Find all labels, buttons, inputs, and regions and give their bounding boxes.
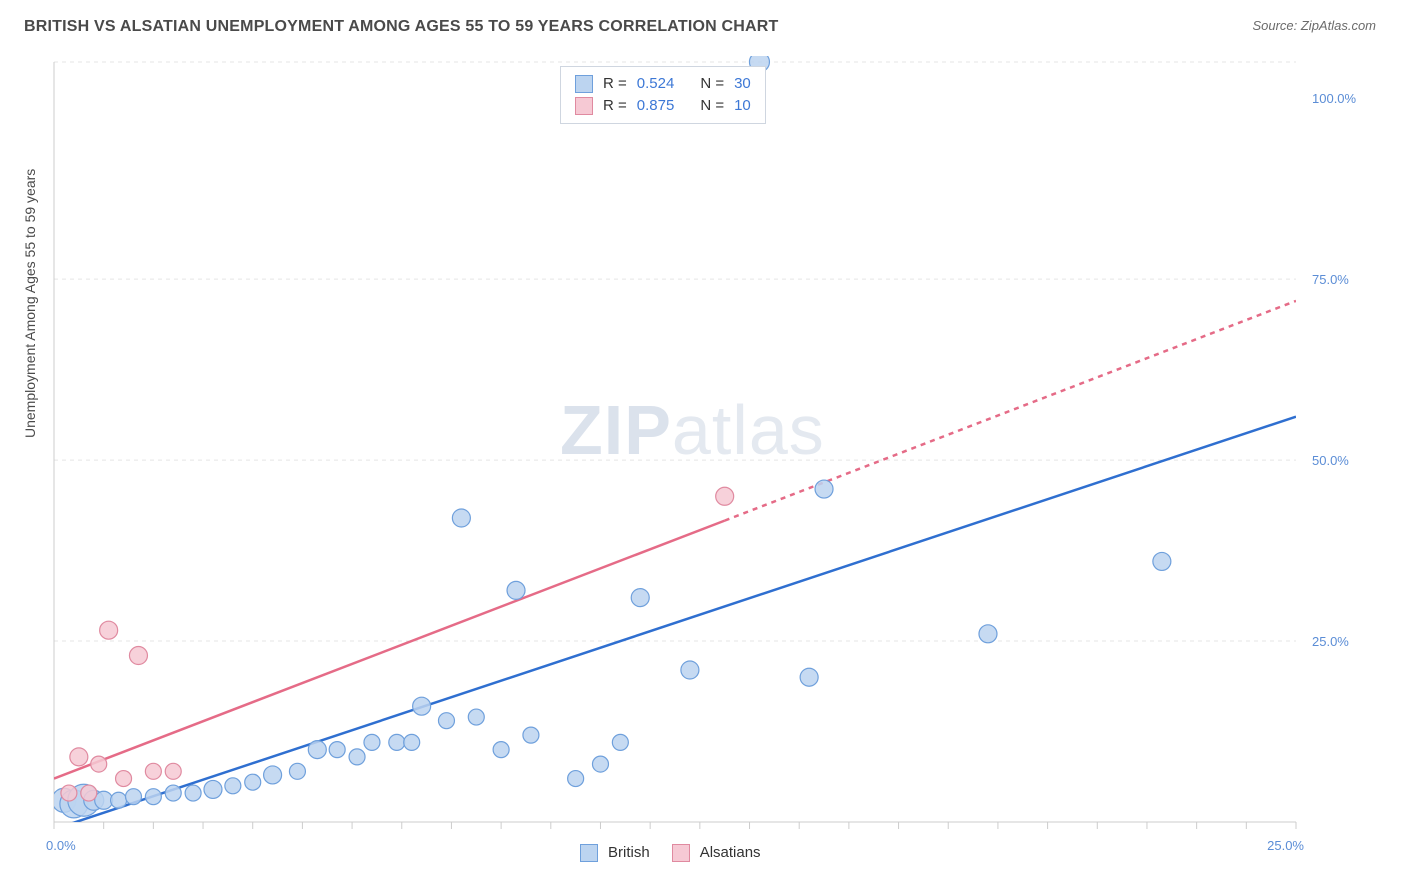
x-tick-label: 25.0% xyxy=(1267,838,1304,853)
data-point xyxy=(716,487,734,505)
n-value: 10 xyxy=(734,95,751,117)
data-point xyxy=(389,734,405,750)
data-point xyxy=(438,713,454,729)
data-point xyxy=(61,785,77,801)
r-value: 0.875 xyxy=(637,95,675,117)
data-point xyxy=(185,785,201,801)
data-point xyxy=(308,741,326,759)
data-point xyxy=(116,771,132,787)
data-point xyxy=(289,763,305,779)
legend-bottom: British Alsatians xyxy=(580,842,761,864)
data-point xyxy=(329,742,345,758)
data-point xyxy=(100,621,118,639)
legend-label: British xyxy=(608,842,650,864)
data-point xyxy=(507,581,525,599)
data-point xyxy=(800,668,818,686)
plot-svg: 25.0% 50.0% 75.0% 100.0% 0.0% 25.0% xyxy=(0,0,1406,892)
data-point xyxy=(631,589,649,607)
stats-box: R = 0.524 N = 30 R = 0.875 N = 10 xyxy=(560,66,766,124)
data-point xyxy=(404,734,420,750)
data-point xyxy=(204,780,222,798)
data-point xyxy=(225,778,241,794)
data-point xyxy=(493,742,509,758)
data-point xyxy=(979,625,997,643)
data-point xyxy=(468,709,484,725)
trend-line-solid xyxy=(54,417,1296,830)
data-point xyxy=(145,789,161,805)
n-label: N = xyxy=(700,95,724,117)
data-point xyxy=(264,766,282,784)
data-point xyxy=(681,661,699,679)
trend-line-dashed xyxy=(725,301,1296,521)
correlation-chart: BRITISH VS ALSATIAN UNEMPLOYMENT AMONG A… xyxy=(0,0,1406,892)
data-point xyxy=(612,734,628,750)
data-point xyxy=(364,734,380,750)
stats-row: R = 0.524 N = 30 xyxy=(575,73,751,95)
legend-swatch xyxy=(580,844,598,862)
data-point xyxy=(413,697,431,715)
n-label: N = xyxy=(700,73,724,95)
data-point xyxy=(125,789,141,805)
legend-item: British xyxy=(580,842,650,864)
data-point xyxy=(111,792,127,808)
data-point xyxy=(568,771,584,787)
legend-swatch xyxy=(672,844,690,862)
r-label: R = xyxy=(603,73,627,95)
data-point xyxy=(81,785,97,801)
data-point xyxy=(70,748,88,766)
n-value: 30 xyxy=(734,73,751,95)
y-tick-label: 25.0% xyxy=(1312,634,1349,649)
stats-row: R = 0.875 N = 10 xyxy=(575,95,751,117)
data-point xyxy=(145,763,161,779)
y-tick-label: 100.0% xyxy=(1312,91,1357,106)
data-point xyxy=(592,756,608,772)
data-point xyxy=(452,509,470,527)
data-point xyxy=(95,791,113,809)
legend-item: Alsatians xyxy=(672,842,761,864)
data-point xyxy=(245,774,261,790)
x-tick-label: 0.0% xyxy=(46,838,76,853)
r-value: 0.524 xyxy=(637,73,675,95)
y-tick-label: 50.0% xyxy=(1312,453,1349,468)
stats-swatch xyxy=(575,97,593,115)
data-point xyxy=(1153,552,1171,570)
data-point xyxy=(165,763,181,779)
data-point xyxy=(129,647,147,665)
y-tick-label: 75.0% xyxy=(1312,272,1349,287)
data-point xyxy=(349,749,365,765)
stats-swatch xyxy=(575,75,593,93)
data-point xyxy=(165,785,181,801)
legend-label: Alsatians xyxy=(700,842,761,864)
r-label: R = xyxy=(603,95,627,117)
data-point xyxy=(523,727,539,743)
data-point xyxy=(91,756,107,772)
data-point xyxy=(815,480,833,498)
